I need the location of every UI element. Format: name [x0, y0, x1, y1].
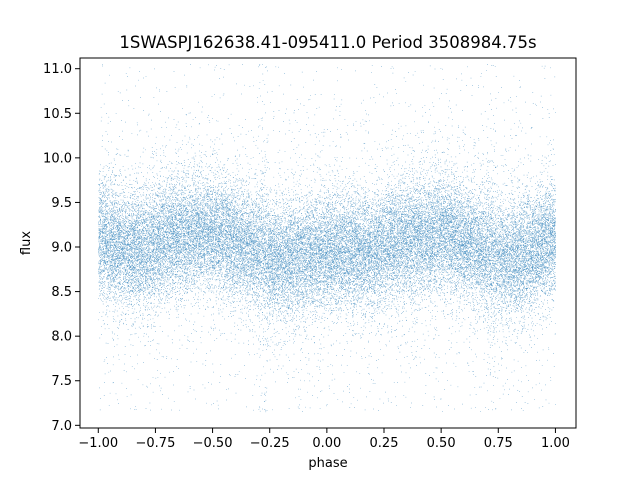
y-tick-label: 8.5 [51, 285, 72, 300]
y-tick-label: 9.0 [51, 241, 72, 256]
scatter-points [98, 63, 556, 413]
x-tick-label: −0.50 [193, 436, 233, 451]
y-tick-label: 11.0 [43, 62, 72, 77]
x-tick-label: 0.00 [312, 436, 341, 451]
x-tick-label: −0.75 [136, 436, 176, 451]
y-axis-label: flux [19, 231, 34, 255]
data-points [98, 63, 556, 413]
x-tick-label: 0.75 [484, 436, 513, 451]
x-tick-label: −0.25 [250, 436, 290, 451]
y-axis-ticks: 7.0 7.5 8.0 8.5 9.0 9.5 10.0 10.5 11.0 [43, 62, 80, 434]
y-tick-label: 10.0 [43, 151, 72, 166]
x-tick-label: 0.50 [427, 436, 456, 451]
x-tick-label: 0.25 [370, 436, 399, 451]
y-tick-label: 10.5 [43, 107, 72, 122]
plot-frame [79, 57, 577, 429]
y-tick-label: 7.5 [51, 374, 72, 389]
x-tick-label: 1.00 [541, 436, 570, 451]
x-tick-label: −1.00 [78, 436, 118, 451]
y-tick-label: 9.5 [51, 196, 72, 211]
chart-title: 1SWASPJ162638.41-095411.0 Period 3508984… [119, 33, 536, 52]
x-axis-label: phase [308, 456, 347, 471]
y-tick-label: 8.0 [51, 330, 72, 345]
x-axis-ticks: −1.00 −0.75 −0.50 −0.25 0.00 0.25 0.50 0.75 1.00 [78, 428, 570, 451]
y-tick-label: 7.0 [51, 419, 72, 434]
